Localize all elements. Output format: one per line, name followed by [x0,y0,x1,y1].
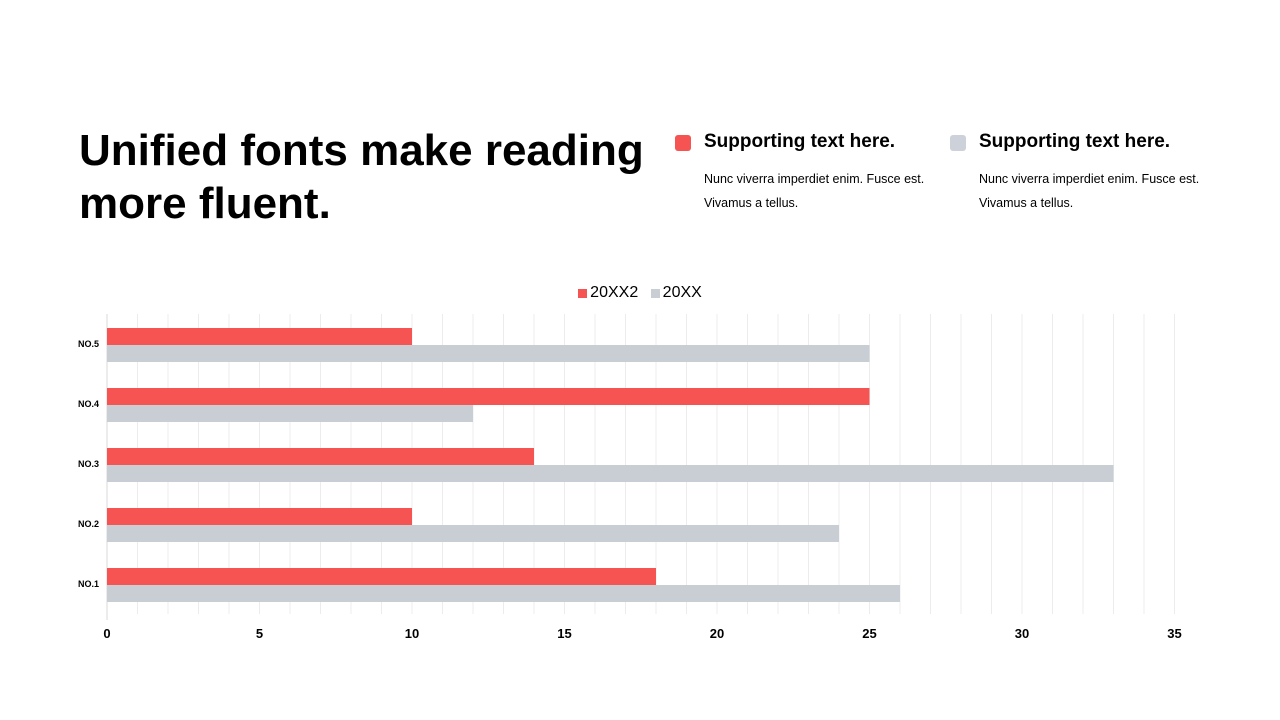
supporting-heading: Supporting text here. [704,131,896,152]
x-tick-label: 30 [1015,626,1029,641]
supporting-body: Nunc viverra imperdiet enim. Fusce est. … [979,172,1200,210]
x-tick-label: 10 [405,626,419,641]
bar-20XX [107,585,900,602]
chart-legend: 20XX2 20XX [0,283,1280,304]
x-tick-label: 35 [1167,626,1181,641]
bar-20XX [107,405,473,422]
x-tick-label: 15 [557,626,571,641]
legend-item-series-1: 20XX2 [578,283,638,303]
category-label: NO.4 [78,399,99,409]
x-tick-label: 20 [710,626,724,641]
supporting-body: Nunc viverra imperdiet enim. Fusce est. … [704,172,925,210]
bar-20XX2 [107,388,870,405]
x-tick-label: 25 [862,626,876,641]
legend-swatch-gray [650,288,660,298]
legend-label: 20XX [662,284,702,301]
red-square-icon [675,135,691,151]
legend-item-series-2: 20XX [650,283,702,303]
x-tick-label: 5 [256,626,263,641]
page-title: Unified fonts make reading more fluent. [79,126,644,228]
category-label: NO.1 [78,579,99,589]
bar-20XX2 [107,448,534,465]
bar-20XX2 [107,508,412,525]
legend-label: 20XX2 [590,284,639,301]
legend-swatch-red [578,288,588,298]
bar-20XX [107,345,870,362]
supporting-heading: Supporting text here. [979,131,1171,152]
bar-20XX [107,465,1114,482]
x-tick-label: 0 [103,626,110,641]
bar-20XX [107,525,839,542]
category-label: NO.3 [78,459,99,469]
bar-20XX2 [107,328,412,345]
gray-square-icon [950,135,966,151]
category-label: NO.2 [78,519,99,529]
bar-20XX2 [107,568,656,585]
category-label: NO.5 [78,339,99,349]
